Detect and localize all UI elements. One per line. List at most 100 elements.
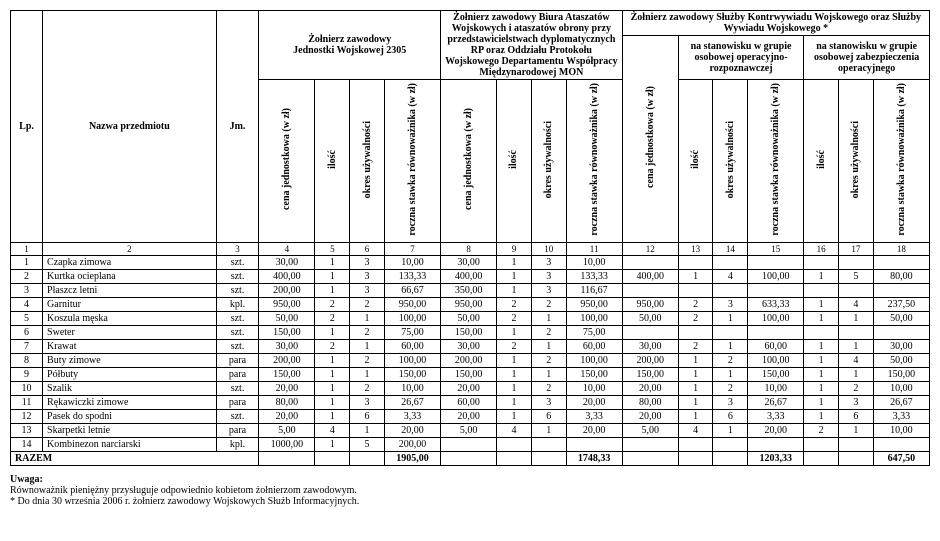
cell: 30,00 <box>441 255 497 269</box>
cell: 1 <box>315 325 350 339</box>
cell: 11 <box>11 395 43 409</box>
cell: 1 <box>839 311 874 325</box>
cell: 5 <box>350 437 385 451</box>
colnum: 10 <box>531 242 566 255</box>
cell: 60,00 <box>748 339 804 353</box>
th-okres3a: okres używalności <box>713 80 748 243</box>
th-sub3a: na stanowisku w grupie osobowej operacyj… <box>678 36 804 80</box>
cell: 200,00 <box>622 353 678 367</box>
cell: 12 <box>11 409 43 423</box>
cell: 6 <box>350 409 385 423</box>
cell: 10,00 <box>566 381 622 395</box>
cell: 2 <box>678 297 713 311</box>
cell: 60,00 <box>384 339 440 353</box>
cell: 1 <box>11 255 43 269</box>
cell: 3 <box>350 283 385 297</box>
cell: 4 <box>839 297 874 311</box>
cell: 1 <box>315 395 350 409</box>
cell: 100,00 <box>566 311 622 325</box>
cell: 237,50 <box>873 297 929 311</box>
cell: 950,00 <box>384 297 440 311</box>
cell: 20,00 <box>622 409 678 423</box>
th-stawka3a: roczna stawka równoważnika (w zł) <box>748 80 804 243</box>
razem-label: RAZEM <box>11 451 259 465</box>
cell: 150,00 <box>259 325 315 339</box>
cell: 100,00 <box>748 353 804 367</box>
cell: 2 <box>350 353 385 367</box>
th-stawka2: roczna stawka równoważnika (w zł) <box>566 80 622 243</box>
cell: 50,00 <box>873 311 929 325</box>
cell: 3 <box>531 255 566 269</box>
cell: 20,00 <box>566 423 622 437</box>
cell: 2 <box>315 311 350 325</box>
cell: kpl. <box>216 297 259 311</box>
cell: 950,00 <box>622 297 678 311</box>
colnum: 4 <box>259 242 315 255</box>
cell: 80,00 <box>622 395 678 409</box>
cell: 8 <box>11 353 43 367</box>
notes-line2: * Do dnia 30 września 2006 r. żołnierz z… <box>10 496 930 507</box>
cell: 60,00 <box>566 339 622 353</box>
th-stawka1: roczna stawka równoważnika (w zł) <box>384 80 440 243</box>
total-g1: 1905,00 <box>384 451 440 465</box>
cell: 7 <box>11 339 43 353</box>
cell: Koszula męska <box>43 311 217 325</box>
th-group3: Żołnierz zawodowy Służby Kontrwywiadu Wo… <box>622 11 929 36</box>
cell: 1 <box>804 353 839 367</box>
cell: 100,00 <box>748 269 804 283</box>
cell: 5,00 <box>441 423 497 437</box>
cell: 14 <box>11 437 43 451</box>
colnum: 14 <box>713 242 748 255</box>
cell: 200,00 <box>441 353 497 367</box>
cell: 4 <box>315 423 350 437</box>
th-ilosc2: ilość <box>497 80 532 243</box>
cell: 26,67 <box>748 395 804 409</box>
cell: 1 <box>713 339 748 353</box>
cell: Skarpetki letnie <box>43 423 217 437</box>
cell: Kurtka ocieplana <box>43 269 217 283</box>
th-ilosc3a: ilość <box>678 80 713 243</box>
cell: 5 <box>11 311 43 325</box>
cell: Płaszcz letni <box>43 283 217 297</box>
equipment-table: Lp. Nazwa przedmiotu Jm. Żołnierz zawodo… <box>10 10 930 466</box>
th-okres3b: okres używalności <box>839 80 874 243</box>
cell: 80,00 <box>873 269 929 283</box>
cell: 2 <box>839 381 874 395</box>
cell: kpl. <box>216 437 259 451</box>
th-cena1: cena jednostkowa (w zł) <box>259 80 315 243</box>
colnum: 1 <box>11 242 43 255</box>
cell: 1 <box>315 367 350 381</box>
cell: 1 <box>497 367 532 381</box>
colnum: 7 <box>384 242 440 255</box>
cell <box>441 437 497 451</box>
table-row: 14Kombinezon narciarskikpl.1000,0015200,… <box>11 437 930 451</box>
cell: Pasek do spodni <box>43 409 217 423</box>
cell: 50,00 <box>259 311 315 325</box>
cell: 1 <box>531 367 566 381</box>
cell <box>839 283 874 297</box>
cell: Buty zimowe <box>43 353 217 367</box>
cell: 10,00 <box>384 255 440 269</box>
cell: 4 <box>11 297 43 311</box>
cell: 1 <box>804 339 839 353</box>
cell: 3 <box>531 283 566 297</box>
cell: 1 <box>497 269 532 283</box>
table-row: 9Półbutypara150,0011150,00150,0011150,00… <box>11 367 930 381</box>
cell <box>678 325 713 339</box>
cell: 2 <box>531 381 566 395</box>
cell: 1 <box>531 339 566 353</box>
cell: Krawat <box>43 339 217 353</box>
th-lp: Lp. <box>11 11 43 243</box>
cell <box>622 255 678 269</box>
cell: 1 <box>315 353 350 367</box>
cell <box>678 283 713 297</box>
cell: 1 <box>804 381 839 395</box>
cell: 50,00 <box>441 311 497 325</box>
cell: Rękawiczki zimowe <box>43 395 217 409</box>
cell: 2 <box>315 297 350 311</box>
cell: szt. <box>216 269 259 283</box>
cell: 3 <box>531 269 566 283</box>
cell: 60,00 <box>441 395 497 409</box>
cell: 1 <box>531 311 566 325</box>
cell <box>804 283 839 297</box>
